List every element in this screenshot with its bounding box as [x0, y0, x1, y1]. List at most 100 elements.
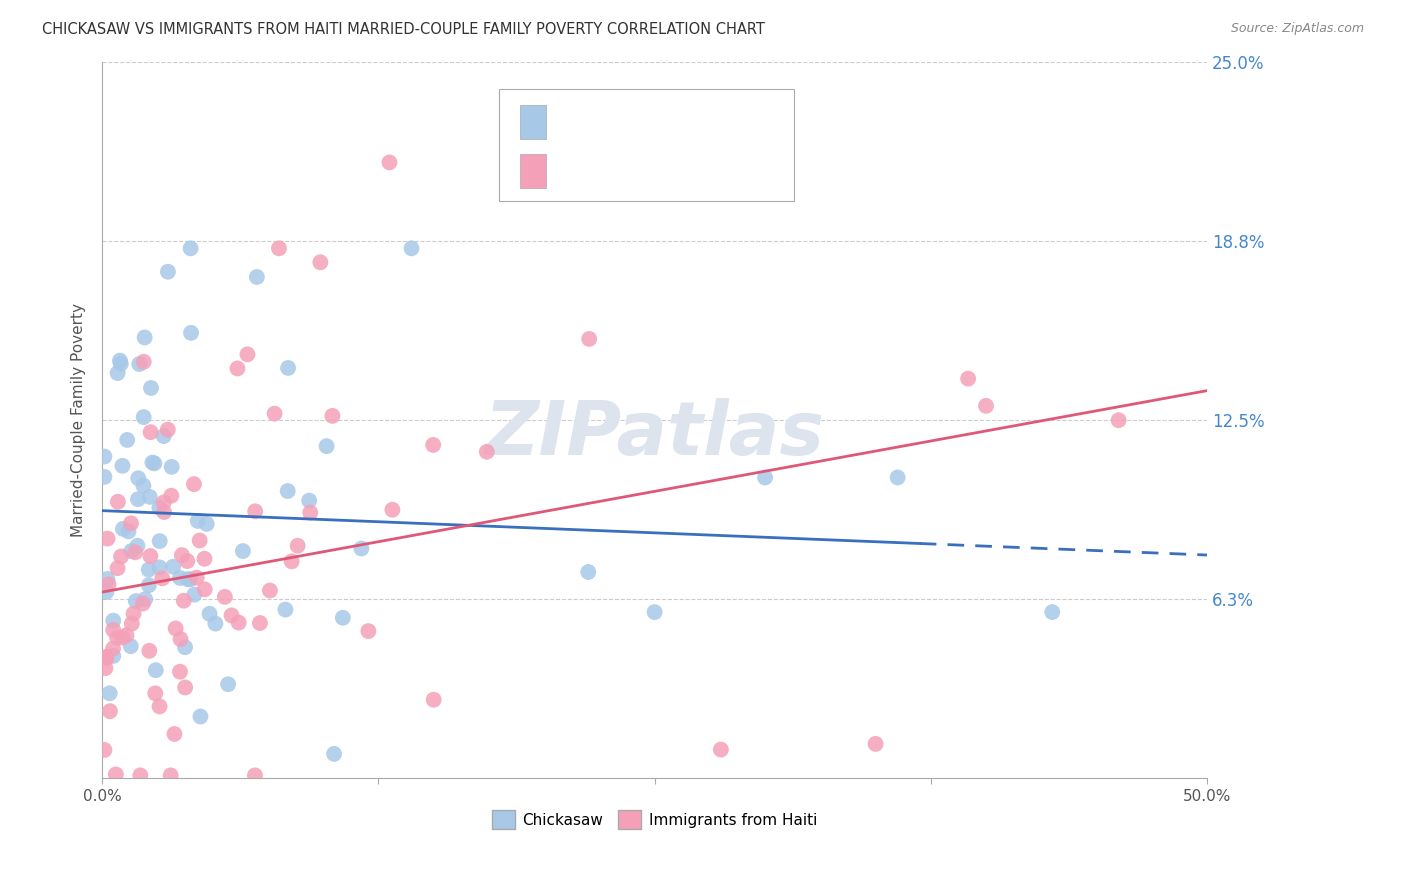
Point: [150, 571, 173, 585]
Point: [217, 677, 239, 691]
Point: [115, 433, 138, 447]
Point: [152, 429, 174, 443]
Point: [578, 332, 600, 346]
Point: [198, 607, 221, 621]
Point: [127, 471, 149, 485]
Point: [132, 355, 155, 369]
Point: [163, 727, 186, 741]
Point: [149, 534, 172, 549]
Point: [152, 495, 174, 509]
Point: [134, 330, 156, 344]
Point: [108, 353, 131, 368]
Point: [350, 541, 373, 556]
Point: [138, 490, 160, 504]
Point: [263, 407, 285, 421]
Point: [134, 592, 156, 607]
Point: [221, 608, 243, 623]
Point: [190, 709, 212, 723]
Point: [94, 661, 117, 675]
Point: [277, 483, 299, 498]
Point: [299, 506, 322, 520]
Point: [176, 554, 198, 568]
Point: [107, 561, 129, 575]
Point: [249, 615, 271, 630]
Point: [120, 544, 142, 558]
Point: [195, 516, 218, 531]
Point: [298, 493, 321, 508]
Point: [159, 768, 181, 782]
Point: [101, 641, 124, 656]
Text: ZIPatlas: ZIPatlas: [485, 398, 824, 471]
Point: [103, 623, 125, 637]
Point: [103, 614, 125, 628]
Point: [111, 522, 134, 536]
Point: [93, 450, 115, 464]
Point: [236, 347, 259, 361]
Point: [259, 583, 281, 598]
Point: [183, 477, 205, 491]
Point: [115, 628, 138, 642]
Point: [321, 409, 343, 423]
Point: [97, 577, 120, 591]
Point: [128, 357, 150, 371]
Point: [644, 605, 666, 619]
Point: [141, 456, 163, 470]
Text: 0.056: 0.056: [599, 113, 651, 131]
Text: Source: ZipAtlas.com: Source: ZipAtlas.com: [1230, 22, 1364, 36]
Point: [865, 737, 887, 751]
Point: [138, 578, 160, 592]
Point: [127, 539, 149, 553]
Point: [121, 616, 143, 631]
Text: CHICKASAW VS IMMIGRANTS FROM HAITI MARRIED-COUPLE FAMILY POVERTY CORRELATION CHA: CHICKASAW VS IMMIGRANTS FROM HAITI MARRI…: [42, 22, 765, 37]
Point: [104, 767, 127, 781]
Point: [422, 692, 444, 706]
Point: [125, 594, 148, 608]
Point: [165, 622, 187, 636]
Point: [1108, 413, 1130, 427]
Text: 75: 75: [700, 161, 723, 179]
Point: [160, 459, 183, 474]
Point: [232, 544, 254, 558]
Point: [148, 500, 170, 515]
Point: [174, 640, 197, 655]
Point: [974, 399, 997, 413]
Point: [287, 539, 309, 553]
Point: [169, 571, 191, 585]
Point: [381, 502, 404, 516]
Point: [180, 326, 202, 340]
Y-axis label: Married-Couple Family Poverty: Married-Couple Family Poverty: [72, 303, 86, 537]
Point: [111, 458, 134, 473]
Point: [710, 742, 733, 756]
Point: [1040, 605, 1063, 619]
Point: [173, 593, 195, 607]
Point: [180, 241, 202, 255]
Point: [169, 665, 191, 679]
Point: [214, 590, 236, 604]
Point: [194, 582, 217, 597]
Point: [143, 456, 166, 470]
Point: [98, 686, 121, 700]
Point: [120, 639, 142, 653]
Point: [111, 631, 134, 645]
Point: [162, 559, 184, 574]
Point: [139, 425, 162, 440]
Point: [107, 366, 129, 380]
Point: [228, 615, 250, 630]
Point: [117, 524, 139, 539]
Point: [148, 699, 170, 714]
Point: [378, 155, 401, 169]
Point: [170, 548, 193, 562]
Point: [193, 551, 215, 566]
Point: [156, 265, 179, 279]
Text: R =: R =: [557, 161, 593, 179]
Point: [886, 470, 908, 484]
Point: [188, 533, 211, 548]
Text: 0.344: 0.344: [599, 161, 652, 179]
Point: [243, 768, 266, 782]
Point: [267, 241, 290, 255]
Point: [277, 361, 299, 376]
Point: [323, 747, 346, 761]
Point: [96, 651, 118, 665]
Point: [226, 361, 249, 376]
Point: [129, 768, 152, 782]
